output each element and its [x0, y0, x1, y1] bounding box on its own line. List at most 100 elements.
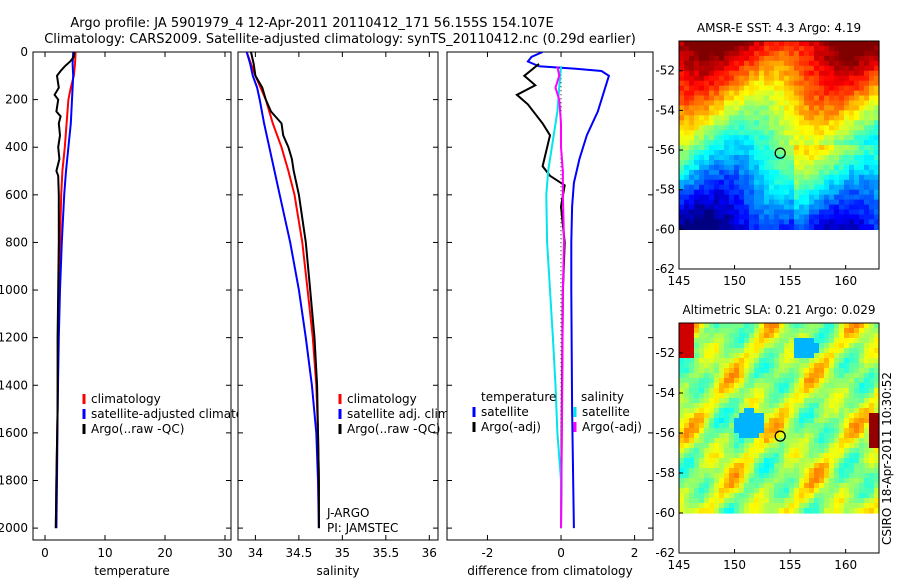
map-cell — [679, 323, 685, 329]
map-cell — [854, 373, 860, 379]
map-cell — [724, 478, 730, 484]
map-cell — [759, 110, 765, 116]
map-cell — [784, 85, 790, 92]
map-cell — [754, 503, 760, 509]
map-cell — [854, 120, 860, 126]
map-cell — [704, 383, 710, 389]
map-cell — [839, 453, 845, 459]
y-tick-label: -54 — [655, 386, 675, 400]
map-cell — [814, 483, 820, 489]
map-cell — [804, 209, 810, 216]
map-cell — [824, 224, 830, 230]
map-cell — [799, 398, 805, 404]
map-cell — [729, 388, 735, 394]
map-cell — [789, 219, 795, 225]
map-cell — [679, 150, 685, 156]
map-cell — [784, 155, 790, 161]
map-cell — [819, 348, 825, 354]
map-cell — [729, 448, 735, 454]
map-cell — [724, 458, 730, 464]
map-cell — [864, 70, 870, 77]
map-cell — [804, 204, 810, 211]
map-cell — [794, 493, 800, 499]
map-cell — [784, 503, 790, 509]
map-cell — [794, 169, 800, 176]
map-cell — [834, 55, 840, 62]
map-cell — [869, 65, 875, 72]
map-cell — [804, 343, 810, 349]
map-cell — [724, 363, 730, 369]
map-cell — [839, 125, 845, 131]
map-cell — [764, 388, 770, 394]
map-cell — [854, 478, 860, 484]
map-cell — [864, 164, 870, 171]
map-cell — [744, 448, 750, 454]
map-cell — [684, 373, 690, 379]
map-cell — [814, 85, 820, 92]
map-cell — [789, 473, 795, 479]
map-cell — [834, 498, 840, 504]
map-cell — [729, 338, 735, 344]
map-cell — [824, 398, 830, 404]
map-cell — [704, 373, 710, 379]
map-cell — [729, 50, 735, 57]
map-cell — [709, 219, 715, 225]
map-cell — [739, 443, 745, 449]
map-cell — [774, 169, 780, 176]
map-cell — [854, 174, 860, 181]
map-cell — [799, 65, 805, 72]
map-cell — [724, 368, 730, 374]
map-cell — [819, 100, 825, 107]
map-cell — [724, 423, 730, 429]
map-cell — [859, 85, 865, 92]
map-cell — [759, 388, 765, 394]
map-cell — [719, 219, 725, 225]
map-cell — [734, 50, 740, 57]
map-cell — [824, 368, 830, 374]
map-cell — [694, 209, 700, 216]
map-cell — [779, 343, 785, 349]
map-cell — [799, 373, 805, 379]
map-cell — [849, 199, 855, 206]
map-cell — [794, 90, 800, 97]
map-cell — [814, 55, 820, 62]
map-cell — [719, 174, 725, 181]
map-cell — [874, 378, 880, 384]
map-cell — [689, 219, 695, 225]
map-cell — [719, 135, 725, 141]
map-cell — [764, 363, 770, 369]
map-cell — [709, 438, 715, 444]
map-cell — [859, 115, 865, 121]
map-cell — [869, 110, 875, 116]
map-cell — [809, 224, 815, 230]
map-cell — [819, 140, 825, 146]
map-cell — [754, 46, 760, 52]
map-cell — [764, 95, 770, 102]
map-cell — [689, 448, 695, 454]
map-cell — [829, 75, 835, 82]
map-cell — [849, 443, 855, 449]
map-cell — [729, 65, 735, 72]
map-cell — [819, 209, 825, 216]
map-cell — [789, 418, 795, 424]
map-cell — [734, 160, 740, 166]
map-cell — [804, 65, 810, 72]
map-cell — [784, 508, 790, 514]
map-cell — [774, 448, 780, 454]
map-cell — [699, 65, 705, 72]
map-cell — [759, 100, 765, 107]
map-cell — [829, 508, 835, 514]
map-cell — [839, 70, 845, 77]
map-cell — [749, 110, 755, 116]
map-cell — [834, 125, 840, 131]
map-cell — [694, 105, 700, 111]
map-cell — [874, 110, 880, 116]
map-cell — [839, 155, 845, 161]
map-cell — [854, 46, 860, 52]
map-cell — [839, 438, 845, 444]
map-cell — [714, 125, 720, 131]
map-cell — [804, 120, 810, 126]
map-cell — [719, 348, 725, 354]
map-cell — [729, 174, 735, 181]
map-cell — [854, 433, 860, 439]
